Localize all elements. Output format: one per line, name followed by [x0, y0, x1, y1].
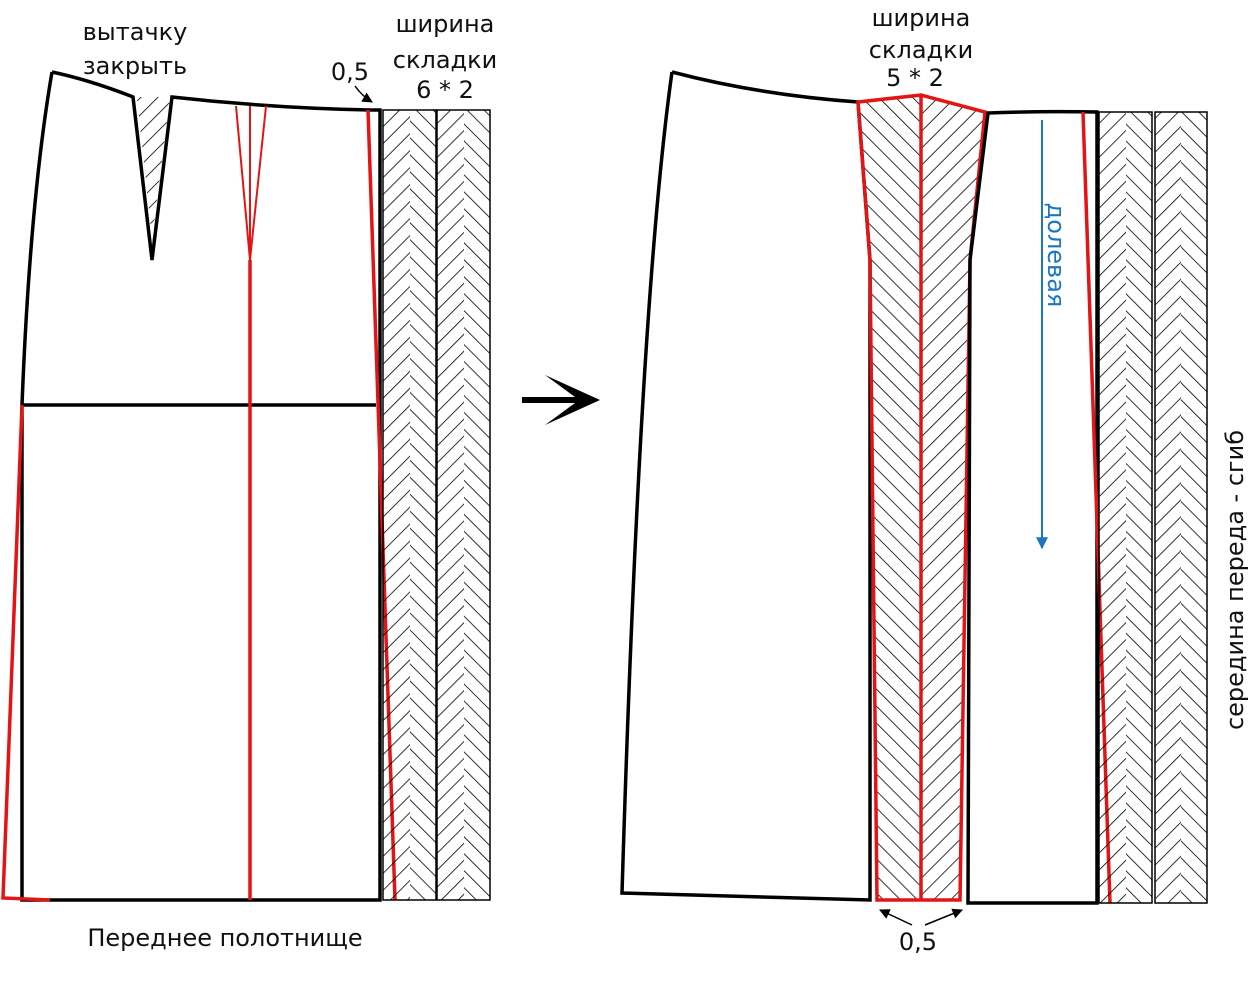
pleat-label: 6 * 2: [416, 76, 474, 104]
center-panel-outline: [966, 109, 1099, 905]
side-panel-outline: [620, 70, 872, 902]
offset-arrow: [354, 85, 373, 103]
fold-label: середина переда - сгиб: [1221, 430, 1249, 730]
pleat-label: ширина: [872, 4, 971, 32]
dart-label: закрыть: [83, 52, 187, 80]
offset-label: 0,5: [331, 58, 369, 86]
dart-mark: [235, 105, 267, 261]
side-line: [1, 404, 51, 902]
pleat-label: складки: [393, 46, 497, 74]
offset-arrow: [879, 909, 913, 926]
pleat-label: 5 * 2: [886, 64, 944, 92]
dart-hatch: [137, 97, 170, 240]
grain-label: долевая: [1042, 203, 1070, 308]
left-panel: вытачку закрыть 0,5 ширина складки 6 * 2…: [1, 10, 497, 952]
pleat-outline: [856, 93, 987, 902]
offset-arrow: [924, 908, 963, 926]
right-panel: долевая ширина складки 5 * 2 0,5 середин…: [620, 4, 1249, 956]
caption: Переднее полотнище: [87, 924, 362, 952]
dart-label: вытачку: [83, 18, 188, 46]
pleat-label: складки: [869, 36, 973, 64]
pleat-strips: [1098, 111, 1208, 904]
transform-arrow: [522, 375, 600, 425]
front-panel-outline: [20, 70, 382, 902]
offset-label: 0,5: [899, 928, 937, 956]
pleat-hatch: [858, 95, 921, 900]
pleat-strips: [382, 109, 491, 901]
pleat-label: ширина: [396, 10, 495, 38]
